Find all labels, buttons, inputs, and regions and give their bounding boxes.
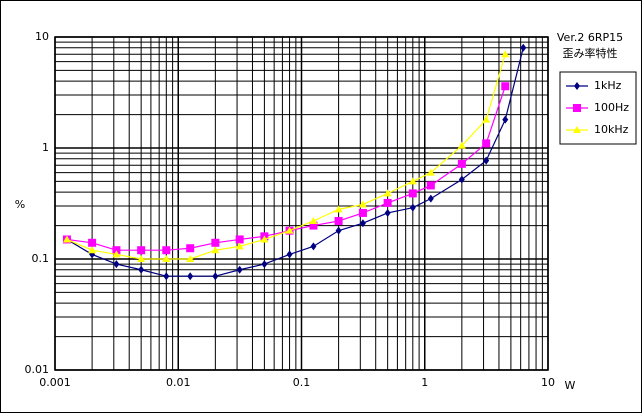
plot-border [54, 36, 549, 371]
marker [408, 189, 417, 198]
x-tick-label: 1 [421, 376, 428, 389]
marker [286, 250, 293, 259]
marker [112, 250, 121, 258]
legend-marker [573, 104, 581, 112]
y-tick-label: 0.01 [25, 363, 50, 376]
marker [384, 208, 391, 217]
marker [483, 156, 490, 165]
marker [426, 181, 435, 190]
marker [358, 208, 367, 217]
marker [112, 246, 121, 255]
marker [163, 272, 170, 281]
marker [482, 139, 491, 148]
marker [186, 255, 195, 262]
legend-marker [573, 126, 581, 133]
legend-label: 1kHz [594, 79, 622, 92]
legend-marker [574, 82, 580, 90]
marker [359, 219, 366, 228]
marker [162, 255, 171, 262]
marker [426, 168, 435, 176]
marker [235, 242, 244, 250]
marker [212, 272, 219, 281]
marker [113, 260, 120, 269]
marker [211, 246, 220, 254]
annotation: 歪み率特性 [563, 46, 618, 60]
x-tick-label: 0.001 [39, 376, 71, 389]
marker [162, 246, 171, 255]
marker [502, 115, 509, 124]
marker [211, 238, 220, 247]
marker [408, 177, 417, 185]
marker [309, 221, 318, 230]
marker [261, 260, 268, 269]
marker [309, 216, 318, 224]
marker [520, 43, 527, 52]
marker [310, 242, 317, 251]
marker [88, 238, 97, 247]
marker [260, 235, 269, 243]
x-tick-label: 0.01 [166, 376, 191, 389]
marker [457, 159, 466, 168]
marker [482, 115, 491, 123]
series-line [66, 47, 524, 277]
marker [501, 82, 510, 91]
marker [383, 198, 392, 207]
annotation: Ver.2 6RP15 [557, 31, 623, 44]
marker [427, 194, 434, 203]
legend-label: 10kHz [594, 123, 629, 136]
marker [334, 205, 343, 213]
marker [358, 200, 367, 208]
x-tick-label: 10 [541, 376, 555, 389]
marker [334, 216, 343, 225]
marker [458, 175, 465, 184]
marker [335, 226, 342, 235]
marker [236, 265, 243, 274]
marker [137, 255, 146, 262]
x-axis-label: W [565, 379, 576, 392]
marker [186, 244, 195, 253]
marker [383, 189, 392, 197]
y-axis-label: % [15, 198, 25, 211]
marker [88, 246, 97, 254]
y-tick-label: 10 [35, 30, 49, 43]
marker [457, 141, 466, 149]
marker [138, 265, 145, 274]
marker [501, 50, 510, 58]
marker [62, 235, 71, 243]
marker [187, 272, 194, 281]
y-tick-label: 0.1 [32, 252, 50, 265]
marker [409, 203, 416, 212]
x-tick-label: 0.1 [293, 376, 311, 389]
y-tick-label: 1 [42, 141, 49, 154]
legend-label: 100Hz [594, 101, 629, 114]
marker [235, 235, 244, 244]
marker [285, 226, 294, 234]
marker [137, 246, 146, 255]
